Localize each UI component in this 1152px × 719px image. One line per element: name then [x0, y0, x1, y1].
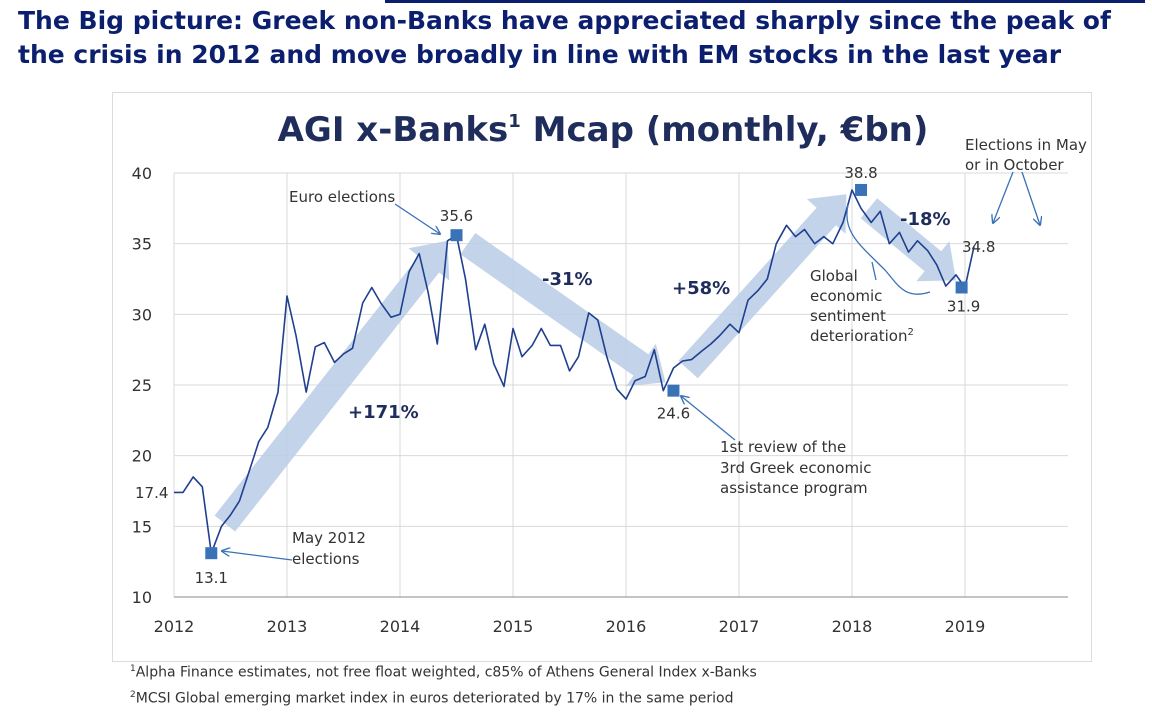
x-tick-label: 2018	[832, 617, 873, 636]
chart-title: AGI x-Banks1 Mcap (monthly, €bn)	[278, 110, 929, 150]
x-tick-label: 2017	[719, 617, 760, 636]
may-2012-pointer	[222, 551, 293, 561]
highlight-value-label: 35.6	[440, 207, 473, 225]
footnote-2-text: MCSI Global emerging market index in eur…	[135, 690, 734, 707]
slide-title-line2: the crisis in 2012 and move broadly in l…	[18, 40, 1062, 69]
arrow-label-minus18: -18%	[900, 209, 951, 230]
y-tick-label: 15	[132, 517, 152, 536]
footnote-1: 1Alpha Finance estimates, not free float…	[130, 658, 1030, 684]
trend-arrow	[460, 233, 666, 387]
annotation-global-line3: sentiment	[810, 307, 886, 325]
footnote-1-marker: 1	[130, 664, 136, 674]
highlight-marker	[450, 229, 463, 242]
highlight-value-label: 13.1	[195, 569, 228, 587]
footnote-2-marker: 2	[130, 689, 136, 700]
last-value-label: 34.8	[962, 238, 995, 256]
trend-arrow	[214, 240, 450, 532]
highlight-marker	[667, 384, 680, 397]
footnote-2: 2MCSI Global emerging market index in eu…	[130, 684, 1030, 710]
arrow-label-plus171: +171%	[348, 402, 419, 423]
chart-title-superscript: 1	[508, 111, 521, 132]
annotation-review-line1: 1st review of the	[720, 438, 846, 456]
annotation-may-2012-line1: May 2012	[292, 529, 366, 547]
highlight-marker	[855, 183, 868, 196]
y-tick-label: 10	[132, 588, 152, 607]
y-tick-label: 20	[132, 447, 152, 466]
slide-title-line1: The Big picture: Greek non-Banks have ap…	[18, 6, 1111, 35]
highlight-value-label: 31.9	[947, 297, 980, 315]
x-tick-label: 2016	[606, 617, 647, 636]
arrow-label-minus31: -31%	[542, 269, 593, 290]
elections-pointer-right	[1021, 171, 1040, 225]
highlight-markers: 13.1 35.6 24.6 38.8 31.9	[195, 164, 981, 587]
first-value-label: 17.4	[135, 484, 168, 502]
x-tick-label: 2012	[154, 617, 195, 636]
x-tick-label: 2014	[380, 617, 421, 636]
annotation-may-2012-line2: elections	[292, 550, 360, 568]
trend-arrow	[860, 198, 956, 282]
annotation-review-line2: 3rd Greek economic	[720, 459, 871, 477]
annotation-elections-line1: Elections in May	[965, 136, 1087, 154]
x-tick-label: 2015	[493, 617, 534, 636]
annotation-elections-line2: or in October	[965, 156, 1064, 174]
highlight-value-label: 38.8	[844, 164, 877, 182]
series-line-layer	[174, 189, 975, 554]
elections-pointer-left	[993, 171, 1014, 223]
y-tick-label: 25	[132, 376, 152, 395]
highlight-value-label: 24.6	[657, 405, 690, 423]
arrow-label-plus58: +58%	[672, 278, 730, 299]
highlight-marker	[955, 281, 968, 294]
series-line	[174, 189, 975, 554]
axes: 10 15 20 25 30 35 40 2012 2013 2014 2015 2016 2017 20…	[132, 164, 1068, 636]
y-tick-label: 35	[132, 235, 152, 254]
x-tick-label: 2013	[267, 617, 308, 636]
footnotes: 1Alpha Finance estimates, not free float…	[130, 658, 1030, 709]
top-rule	[385, 0, 1145, 3]
review-pointer	[681, 396, 736, 441]
x-tick-label: 2019	[945, 617, 986, 636]
euro-elections-pointer	[394, 203, 440, 234]
annotation-global-line2: economic	[810, 287, 882, 305]
annotation-review-line3: assistance program	[720, 479, 868, 497]
footnote-1-text: Alpha Finance estimates, not free float …	[135, 664, 757, 681]
annotation-euro-elections: Euro elections	[289, 188, 395, 206]
annotation-global-line1: Global	[810, 267, 858, 285]
global-bracket-tail	[871, 261, 877, 281]
y-tick-label: 30	[132, 305, 152, 324]
slide-title: The Big picture: Greek non-Banks have ap…	[18, 4, 1143, 72]
annotation-global-line4: deterioration2	[810, 327, 914, 345]
y-tick-label: 40	[132, 164, 152, 183]
global-bracket	[846, 204, 931, 295]
annotation-global-sup: 2	[907, 327, 913, 338]
highlight-marker	[205, 547, 218, 560]
chart-title-suffix: Mcap (monthly, €bn)	[521, 110, 929, 150]
chart-frame	[112, 92, 1092, 662]
